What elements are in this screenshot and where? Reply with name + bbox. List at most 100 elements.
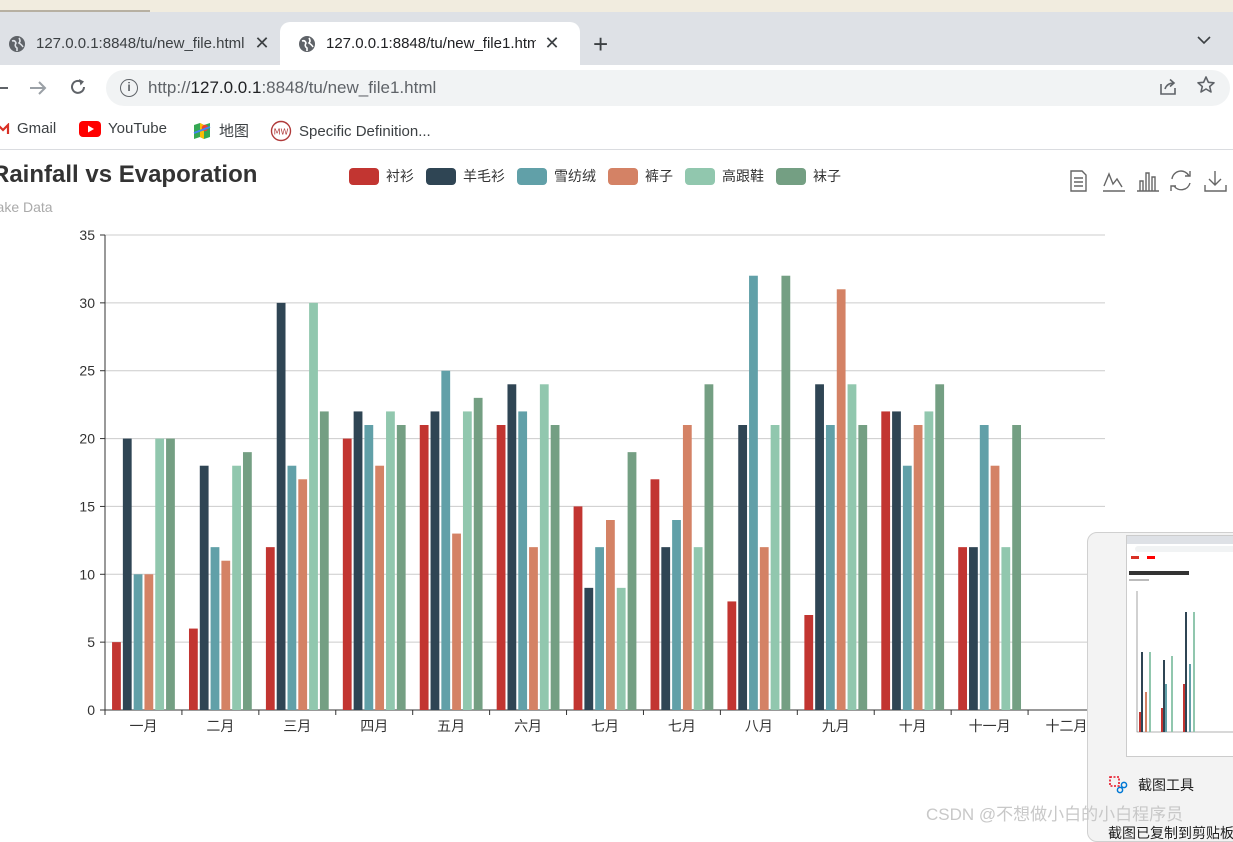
bar (430, 411, 440, 710)
bar (298, 479, 308, 710)
site-info-icon[interactable]: i (120, 79, 138, 97)
legend-label: 高跟鞋 (722, 168, 764, 184)
save-image-icon[interactable] (1202, 168, 1233, 194)
back-arrow-icon[interactable] (0, 78, 10, 98)
legend-item[interactable]: 裤子 (608, 166, 673, 186)
x-tick-label: 七月 (591, 718, 619, 734)
bar-chart: 0 5 10 15 20 25 30 35 一月 二月 三月 四月 五月 六月 七月 七月 八月 九月 十月 十一月 十… (79, 227, 1106, 734)
close-icon[interactable]: ✕ (254, 33, 270, 53)
chart-toolbox (1066, 168, 1233, 194)
watermark-text: CSDN @不想做小白的小白程序员 (926, 805, 1184, 824)
tab-search-chevron-icon[interactable] (1196, 32, 1212, 48)
bar (1012, 425, 1022, 710)
snip-tool-label: 截图工具 (1108, 775, 1194, 795)
bar (825, 425, 835, 710)
bar (616, 587, 626, 710)
bar (319, 411, 329, 710)
y-tick-label: 15 (79, 498, 95, 514)
bar (749, 275, 758, 710)
chart-subtitle: Fake Data (0, 199, 53, 215)
bar (595, 547, 604, 710)
x-tick-label: 十月 (899, 718, 927, 734)
bookmark-youtube[interactable]: YouTube (79, 120, 167, 137)
screenshot-thumbnail[interactable] (1126, 535, 1233, 757)
bar (462, 411, 472, 710)
x-tick-label: 十一月 (969, 718, 1011, 734)
bar (386, 411, 395, 710)
legend-item[interactable]: 雪纺绒 (517, 166, 596, 186)
new-tab-button[interactable]: + (593, 29, 609, 59)
address-bar[interactable]: i http://127.0.0.1:8848/tu/new_file1.htm… (106, 70, 1230, 106)
x-tick-label: 二月 (206, 718, 234, 734)
bar (881, 411, 891, 710)
reload-icon[interactable] (68, 77, 88, 97)
x-tick-label: 一月 (129, 718, 157, 734)
data-view-icon[interactable] (1066, 168, 1100, 194)
y-tick-label: 25 (79, 363, 95, 379)
bar (781, 275, 791, 710)
window-top-strip (0, 0, 1233, 12)
x-tick-label: 六月 (514, 718, 542, 734)
tab-new-file[interactable]: 127.0.0.1:8848/tu/new_file.html ✕ (0, 22, 280, 65)
bar (969, 547, 978, 710)
legend-swatch (608, 167, 638, 185)
bar (990, 465, 1000, 710)
bar (265, 547, 275, 710)
share-icon[interactable] (1158, 78, 1178, 96)
bar (704, 384, 714, 710)
bookmark-mw[interactable]: MW Specific Definition... (270, 120, 431, 142)
x-tick-label: 五月 (437, 718, 465, 734)
bar-chart-icon[interactable] (1134, 168, 1168, 194)
bar (375, 465, 385, 710)
legend-item[interactable]: 羊毛衫 (426, 166, 505, 186)
legend-item[interactable]: 高跟鞋 (685, 166, 764, 186)
legend-swatch (685, 167, 715, 185)
chart-title: Rainfall vs Evaporation (0, 161, 258, 188)
bar (133, 574, 143, 710)
x-tick-label: 四月 (360, 718, 388, 734)
bar (518, 411, 528, 710)
close-icon[interactable]: ✕ (544, 33, 560, 53)
tab-title: 127.0.0.1:8848/tu/new_file1.html (326, 35, 536, 52)
tab-bar: 127.0.0.1:8848/tu/new_file.html ✕ 127.0.… (0, 12, 1233, 65)
bar (924, 411, 934, 710)
bar (188, 628, 198, 710)
bar (166, 438, 175, 710)
bar (122, 438, 132, 710)
line-chart-icon[interactable] (1100, 168, 1134, 194)
x-tick-label: 十二月 (1046, 718, 1088, 734)
bar (1001, 547, 1011, 710)
legend-label: 衬衫 (386, 168, 414, 184)
bar (539, 384, 549, 710)
bookmark-maps[interactable]: 地图 (192, 120, 249, 141)
x-tick-label: 九月 (822, 718, 850, 734)
chart-legend: 衬衫 羊毛衫 雪纺绒 裤子 高跟鞋 袜子 (349, 166, 853, 186)
bar (232, 465, 241, 710)
bar (144, 574, 154, 710)
bar (210, 547, 220, 710)
bar (396, 425, 406, 710)
tab-title: 127.0.0.1:8848/tu/new_file.html (36, 35, 245, 52)
legend-item[interactable]: 袜子 (776, 166, 841, 186)
bar (419, 425, 429, 710)
snip-notification[interactable]: 截图工具 截图已复制到剪贴板 (1087, 532, 1233, 842)
bar (727, 601, 737, 710)
restore-icon[interactable] (1168, 168, 1202, 194)
url-text[interactable]: http://127.0.0.1:8848/tu/new_file1.html (148, 78, 437, 97)
bookmark-gmail[interactable]: Gmail (0, 120, 56, 137)
svg-text:MW: MW (274, 128, 289, 137)
bar (815, 384, 824, 710)
legend-swatch (517, 167, 547, 185)
bar (242, 452, 252, 710)
forward-arrow-icon[interactable] (28, 78, 48, 98)
bar (606, 520, 615, 710)
bookmark-star-icon[interactable] (1196, 75, 1216, 95)
bar (584, 587, 594, 710)
tab-new-file1[interactable]: 127.0.0.1:8848/tu/new_file1.html ✕ (280, 22, 580, 65)
legend-item[interactable]: 衬衫 (349, 166, 414, 186)
bar (804, 615, 814, 710)
bar (661, 547, 671, 710)
bar (770, 425, 780, 710)
snip-message: 截图已复制到剪贴板 (1108, 825, 1233, 841)
x-tick-label: 八月 (745, 718, 773, 734)
